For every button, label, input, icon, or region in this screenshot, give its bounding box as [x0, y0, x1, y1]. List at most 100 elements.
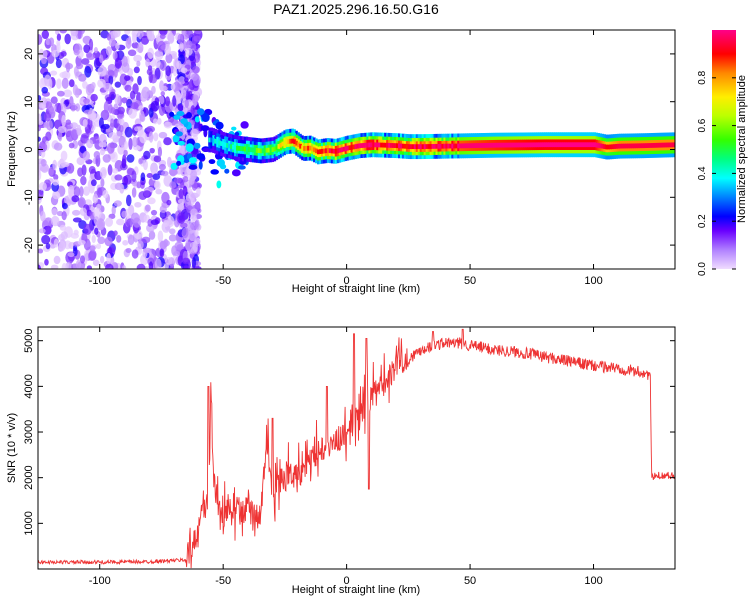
noise-blob: [41, 57, 47, 65]
transition-blob: [170, 162, 178, 170]
noise-blob: [60, 51, 67, 57]
ridge-cell: [237, 145, 241, 151]
ridge-cell: [633, 143, 636, 149]
noise-blob: [125, 80, 133, 87]
ridge-cell: [382, 142, 385, 148]
noise-blob: [119, 183, 125, 194]
ridge-cell: [401, 143, 405, 149]
ridge-cell: [504, 142, 508, 148]
ridge-cell: [522, 142, 525, 148]
ridge-cell: [439, 143, 443, 149]
noise-blob: [153, 118, 158, 125]
y-tick-label: 10: [23, 96, 35, 108]
noise-blob: [39, 210, 46, 222]
colorbar-ticks: 0.0 0.2 0.4 0.6 0.8: [697, 70, 736, 276]
noise-blob: [59, 224, 67, 231]
noise-blob: [126, 154, 135, 163]
noise-blob: [44, 258, 49, 266]
ridge-cell: [650, 143, 654, 148]
noise-blob: [134, 126, 141, 132]
colorbar-tick-label: 0.8: [697, 70, 708, 84]
noise-blob: [146, 30, 155, 40]
ridge-cell: [532, 142, 535, 148]
noise-blob: [105, 217, 114, 227]
ridge-cell: [555, 142, 559, 148]
noise-blob: [146, 173, 153, 179]
y-tick-label: 20: [23, 48, 35, 60]
noise-blob: [110, 151, 118, 163]
ridge-cell: [613, 144, 616, 149]
noise-blob: [174, 241, 184, 250]
ridge-cell: [623, 143, 626, 149]
noise-blob: [92, 193, 99, 204]
noise-blob: [73, 186, 81, 197]
noise-blob: [90, 93, 98, 102]
noise-blob: [52, 159, 58, 171]
noise-blob: [133, 54, 142, 63]
noise-blob: [122, 240, 129, 246]
noise-blob: [118, 118, 125, 126]
ridge-cell: [344, 146, 348, 151]
noise-blob: [56, 90, 65, 97]
noise-blob: [191, 94, 199, 104]
noise-blob: [50, 215, 60, 227]
ridge-cell: [218, 140, 221, 146]
ridge-cell: [421, 144, 425, 150]
ridge-cell: [595, 142, 599, 148]
ridge-cell: [569, 142, 573, 148]
ridge-cell: [305, 145, 308, 151]
ridge-cell: [611, 144, 614, 150]
noise-blob: [128, 137, 133, 150]
noise-blob: [184, 99, 189, 108]
noise-blob: [77, 197, 86, 209]
noise-blob: [190, 43, 197, 51]
noise-blob: [65, 119, 72, 125]
noise-blob: [92, 259, 100, 266]
ridge-cell: [417, 144, 421, 150]
ridge-cell: [378, 142, 381, 148]
ridge-cell: [496, 142, 500, 148]
ridge-cell: [236, 145, 239, 151]
noise-blob: [123, 140, 128, 150]
ridge-cell: [449, 143, 452, 149]
transition-blob: [173, 115, 181, 120]
ridge-cell: [579, 142, 583, 148]
noise-blob: [183, 265, 189, 269]
ridge-cell: [299, 143, 302, 149]
noise-blob: [159, 33, 166, 39]
ridge-cell: [429, 144, 433, 149]
ridge-cell: [279, 142, 283, 148]
ridge-cell: [601, 143, 604, 149]
noise-blob: [49, 70, 58, 76]
ridge-cell: [542, 142, 545, 148]
transition-blob: [193, 142, 201, 149]
ridge-cell: [502, 142, 506, 148]
noise-blob: [44, 217, 53, 227]
noise-blob: [139, 131, 148, 144]
ridge-cell: [480, 143, 484, 148]
ridge-cell: [222, 141, 225, 147]
x-tick-label: 100: [584, 575, 602, 587]
ridge-cell: [358, 143, 362, 149]
noise-blob: [151, 85, 156, 95]
ridge-cell: [415, 144, 419, 150]
noise-blob: [130, 212, 140, 224]
ridge-cell: [366, 142, 369, 148]
ridge-cell: [587, 142, 591, 148]
noise-blob: [165, 65, 172, 77]
noise-blob: [152, 173, 161, 180]
ridge-cell: [662, 142, 666, 148]
ridge-cell: [352, 144, 356, 150]
noise-blob: [113, 230, 118, 236]
y-tick-label: 1000: [23, 511, 35, 535]
ridge-cell: [666, 142, 670, 148]
noise-blob: [180, 67, 188, 74]
ridge-cell: [567, 142, 571, 148]
noise-blob: [190, 222, 198, 231]
noise-blob: [53, 255, 61, 265]
ridge-cell: [552, 142, 555, 148]
ridge-cell: [500, 142, 504, 148]
ridge-cell: [642, 143, 646, 149]
noise-blob: [106, 252, 112, 265]
noise-blob: [179, 41, 184, 52]
